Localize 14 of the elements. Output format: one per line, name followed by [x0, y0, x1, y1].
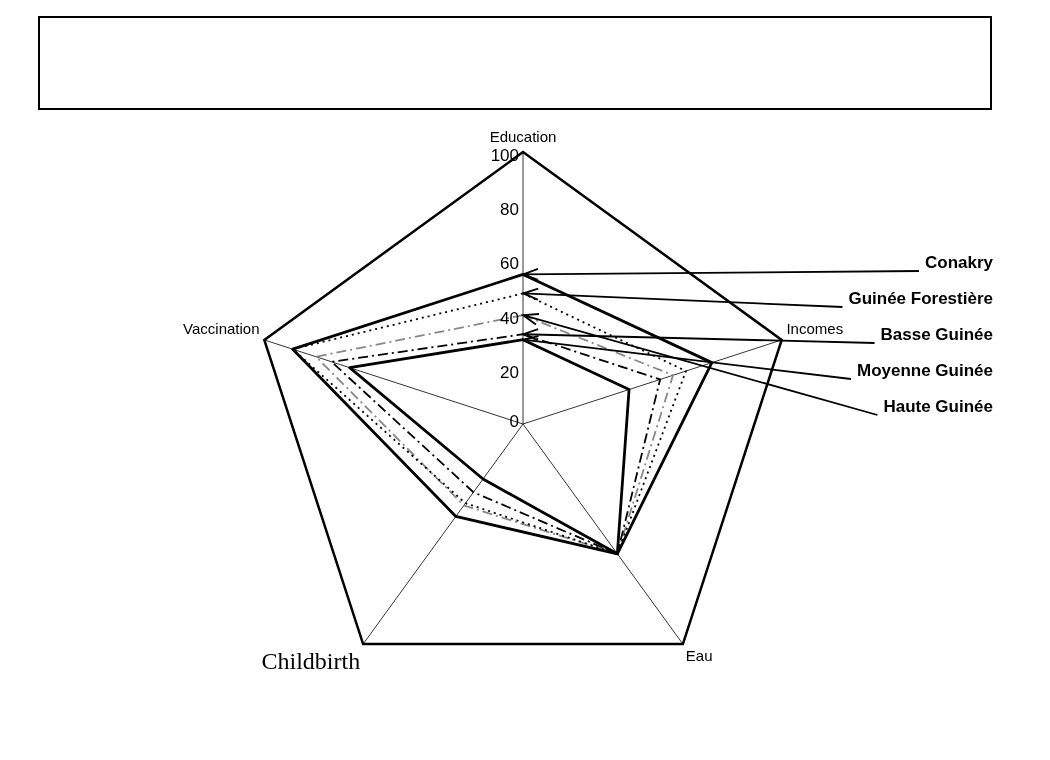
text: Guinée Forestière	[848, 288, 993, 308]
text: Moyenne Guinée	[856, 360, 993, 380]
spoke-label: Eau	[685, 647, 713, 665]
y-tick-label: 40	[500, 308, 519, 328]
spoke-label: Incomes	[786, 319, 844, 337]
y-tick-label: 80	[500, 200, 519, 220]
spoke-label: Education	[489, 128, 557, 146]
text: Conakry	[924, 252, 994, 272]
spoke-label: Vaccination	[183, 319, 260, 337]
y-tick-label: 60	[500, 254, 519, 274]
text: Basse Guinée	[880, 324, 993, 344]
text: Haute Guinée	[883, 396, 993, 416]
spoke-label: Childbirth	[261, 647, 361, 674]
y-tick-label: 20	[500, 363, 519, 383]
